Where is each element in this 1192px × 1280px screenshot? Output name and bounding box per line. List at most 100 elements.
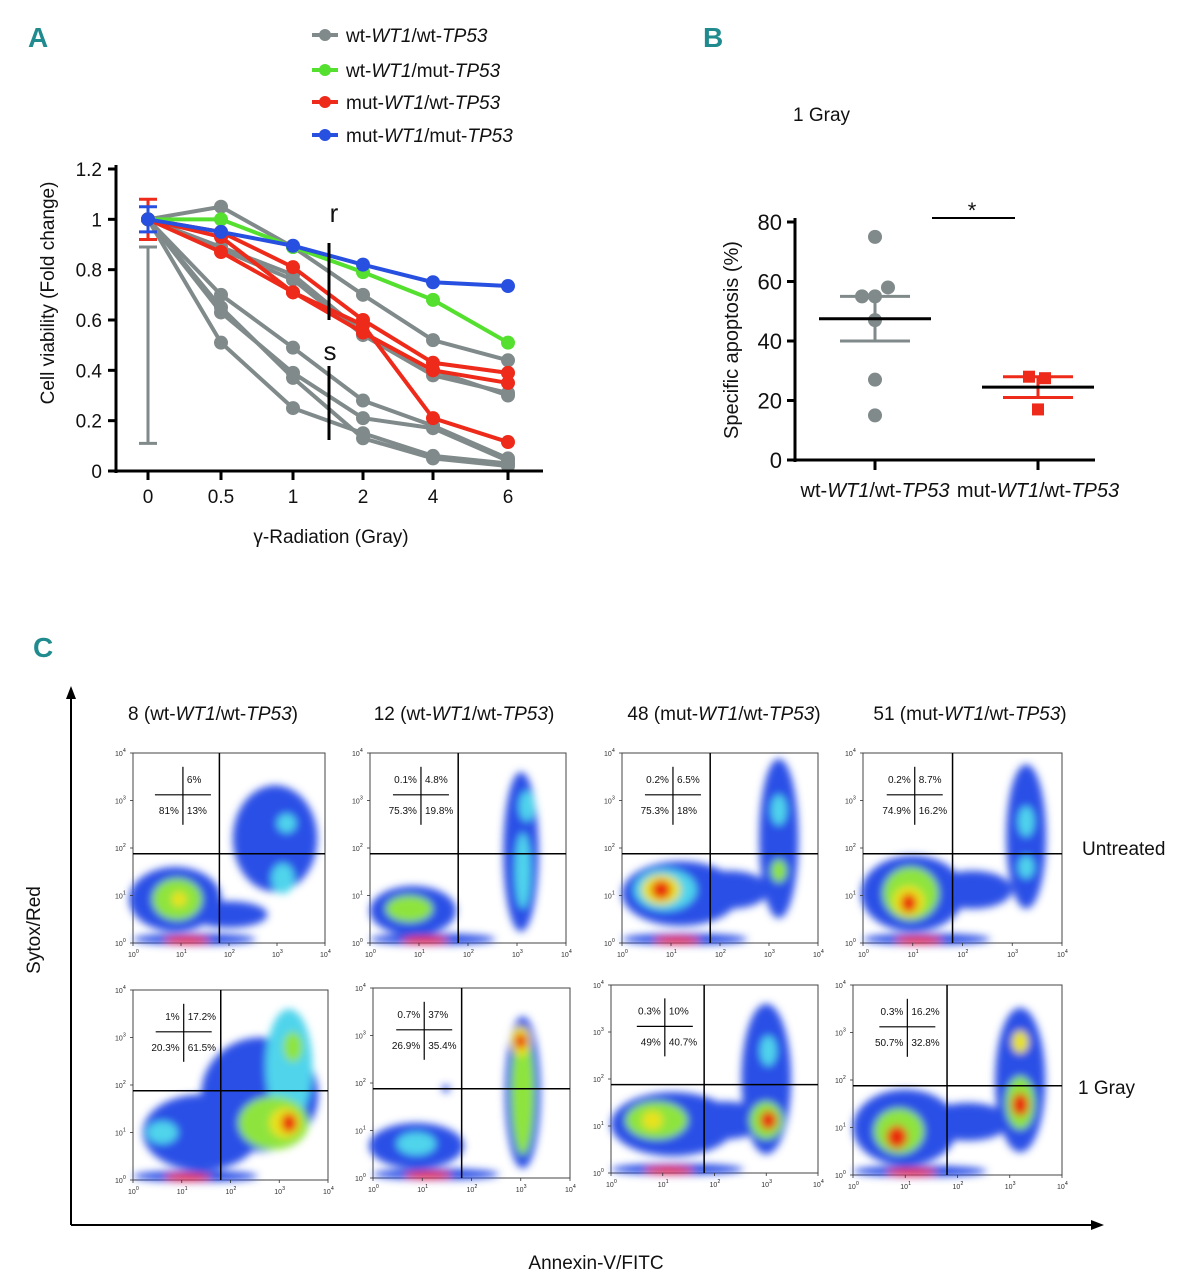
x-tick-label: 10 xyxy=(368,1187,376,1194)
x-tick-exponent: 2 xyxy=(718,1179,721,1185)
y-tick-label: 10 xyxy=(604,799,612,806)
x-tick-label: 10 xyxy=(1057,1184,1065,1191)
quadrant-percentage: 1% xyxy=(165,1012,180,1023)
density-region xyxy=(515,832,531,909)
y-tick-label: 10 xyxy=(604,894,612,901)
x-tick-label: 10 xyxy=(813,1182,821,1189)
y-tick-label: 10 xyxy=(835,1078,843,1085)
x-tick-exponent: 3 xyxy=(524,1184,527,1190)
x-tick-exponent: 0 xyxy=(136,1186,139,1192)
y-tick-exponent: 2 xyxy=(612,843,615,849)
data-point xyxy=(286,260,300,275)
x-tick-exponent: 4 xyxy=(821,949,824,955)
data-point xyxy=(356,393,370,408)
density-region xyxy=(1018,806,1035,837)
density-region xyxy=(900,893,917,913)
density-region xyxy=(894,936,943,944)
x-tick-exponent: 1 xyxy=(422,949,425,955)
density-region xyxy=(690,870,769,909)
x-tick-exponent: 3 xyxy=(769,1179,772,1185)
quadrant-percentage: 81% xyxy=(159,806,179,817)
x-tick-exponent: 2 xyxy=(966,949,969,955)
x-tick-exponent: 2 xyxy=(471,949,474,955)
y-tick-exponent: 3 xyxy=(601,1027,604,1033)
y-tick-label: 60 xyxy=(758,270,782,295)
x-tick-label: 10 xyxy=(272,952,280,959)
density-region xyxy=(510,1029,535,1156)
quadrant-percentage: 16.2% xyxy=(919,806,947,817)
x-tick-label: 10 xyxy=(666,952,674,959)
x-tick-label: 10 xyxy=(606,1182,614,1189)
x-tick-label: 10 xyxy=(320,952,328,959)
data-point xyxy=(501,365,515,380)
data-point xyxy=(426,411,440,426)
density-region xyxy=(886,1168,937,1176)
x-tick-label: 10 xyxy=(467,1187,475,1194)
density-region xyxy=(886,1125,908,1149)
y-tick-exponent: 0 xyxy=(123,1175,126,1181)
x-tick-label: 10 xyxy=(128,1189,136,1196)
x-tick-label: 10 xyxy=(764,952,772,959)
panel-label-a: A xyxy=(28,22,48,53)
data-point xyxy=(356,431,370,446)
density-region xyxy=(404,1171,452,1179)
x-tick-exponent: 0 xyxy=(373,949,376,955)
y-tick-label: 10 xyxy=(115,1131,123,1138)
column-title: 8 (wt-WT1/wt-TP53) xyxy=(128,704,298,725)
density-region xyxy=(163,936,210,944)
x-tick-label: 10 xyxy=(617,952,625,959)
x-tick-exponent: 2 xyxy=(234,1186,237,1192)
x-tick-exponent: 3 xyxy=(282,1186,285,1192)
x-tick-exponent: 1 xyxy=(184,949,187,955)
y-tick-label: 10 xyxy=(845,799,853,806)
data-point xyxy=(501,279,515,294)
x-tick-exponent: 1 xyxy=(674,949,677,955)
data-point xyxy=(868,408,882,423)
density-region xyxy=(277,813,297,833)
x-tick-label: 10 xyxy=(908,952,916,959)
y-tick-label: 10 xyxy=(604,941,612,948)
y-tick-label: 10 xyxy=(593,1124,601,1131)
data-point xyxy=(881,280,895,295)
y-tick-exponent: 4 xyxy=(853,748,856,754)
x-tick-label: 10 xyxy=(813,952,821,959)
annotation-s: s xyxy=(324,336,337,366)
y-tick-exponent: 2 xyxy=(123,1080,126,1086)
data-point xyxy=(356,318,370,333)
y-tick-exponent: 2 xyxy=(843,1075,846,1081)
x-tick-label: 10 xyxy=(565,1187,573,1194)
quadrant-percentage: 61.5% xyxy=(188,1043,216,1054)
density-region xyxy=(401,936,449,944)
x-tick-label: 10 xyxy=(274,1189,282,1196)
x-tick-label: 10 xyxy=(512,952,520,959)
panel-b-scatter-chart: 1 Gray 0 20 40 60 80 wt-WT1/wt-TP53 mut-WT1/wt-… xyxy=(721,105,1119,502)
y-tick-exponent: 1 xyxy=(843,1123,846,1129)
x-tick-label: 10 xyxy=(463,952,471,959)
quadrant-percentage: 49% xyxy=(641,1037,661,1048)
data-point xyxy=(286,272,300,287)
density-region xyxy=(518,791,535,822)
data-point xyxy=(214,224,228,239)
y-tick-exponent: 0 xyxy=(843,1170,846,1176)
x-tick-exponent: 1 xyxy=(916,949,919,955)
panel-a-line-chart: wt-WT1/wt-TP53 wt-WT1/mut-TP53 mut-WT1/wt-… xyxy=(38,26,543,548)
density-region xyxy=(651,880,671,900)
x-tick-exponent: 4 xyxy=(573,1184,576,1190)
x-tick-label: 10 xyxy=(561,952,569,959)
quadrant-percentage: 75.3% xyxy=(389,806,417,817)
y-tick-label: 10 xyxy=(115,894,123,901)
x-tick-exponent: 3 xyxy=(772,949,775,955)
y-tick-label: 10 xyxy=(845,894,853,901)
y-tick-exponent: 4 xyxy=(612,748,615,754)
x-tick-exponent: 3 xyxy=(1013,1181,1016,1187)
y-tick-exponent: 3 xyxy=(612,796,615,802)
x-tick-exponent: 2 xyxy=(723,949,726,955)
row-label-untreated: Untreated xyxy=(1082,839,1165,860)
density-region xyxy=(164,1173,212,1181)
column-title: 12 (wt-WT1/wt-TP53) xyxy=(374,704,555,725)
density-blobs xyxy=(369,1016,541,1180)
legend-entry: wt-WT1/wt-TP53 xyxy=(345,26,488,47)
y-tick-exponent: 0 xyxy=(853,938,856,944)
density-region xyxy=(396,1132,437,1156)
